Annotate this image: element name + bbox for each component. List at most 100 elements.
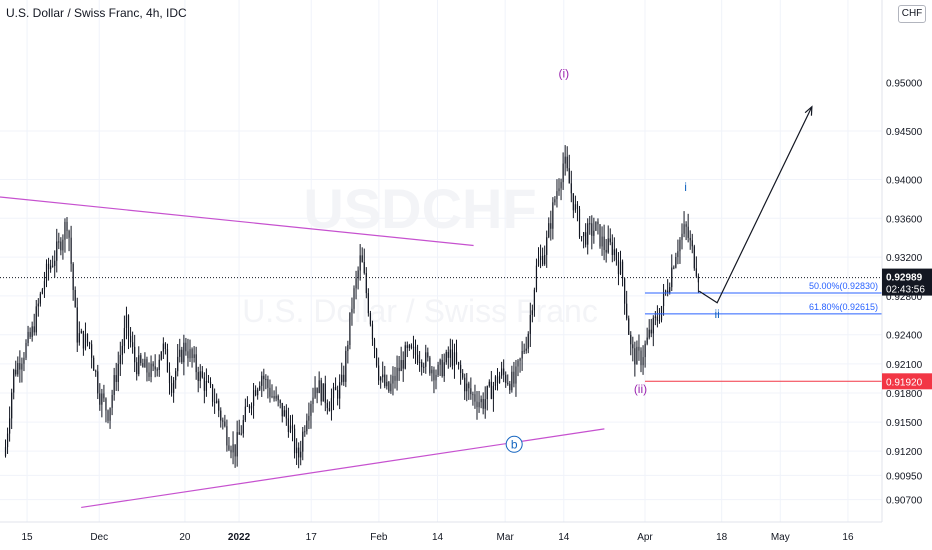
candle-body <box>35 306 37 333</box>
candle-body <box>318 380 320 394</box>
candle-body <box>76 307 78 343</box>
candle-body <box>402 360 404 369</box>
candle-body <box>281 402 283 417</box>
candle-body <box>480 398 482 403</box>
candle-body <box>630 334 632 345</box>
candle-body <box>496 376 499 384</box>
candle-body <box>115 375 117 382</box>
candle-body <box>585 232 587 245</box>
candle-body <box>527 333 529 349</box>
candle-body <box>56 241 58 261</box>
candle-body <box>306 420 308 432</box>
candle-body <box>211 384 214 402</box>
candle-body <box>345 350 347 382</box>
candle-body <box>197 372 199 382</box>
candle-body <box>451 349 454 366</box>
candle-body <box>687 226 689 238</box>
wave-label-circle <box>505 435 523 453</box>
candle-body <box>652 317 654 334</box>
candle-body <box>589 223 591 225</box>
candle-body <box>181 349 183 363</box>
y-tick-label: 0.92100 <box>886 360 923 371</box>
symbol-watermark: USDCHF U.S. Dollar / Swiss Franc <box>242 177 598 329</box>
candle-body <box>593 230 595 236</box>
candle-body <box>45 263 48 282</box>
candle-body <box>507 382 509 384</box>
wave-label: (ii) <box>634 382 647 396</box>
candle-body <box>562 163 564 183</box>
candle-body <box>332 386 335 399</box>
candle-body <box>384 374 386 387</box>
candle-body <box>544 254 546 265</box>
candle-body <box>191 349 193 358</box>
candle-body <box>576 204 579 209</box>
candle-body <box>250 405 253 409</box>
current-price-box <box>882 268 932 296</box>
candle-body <box>88 342 91 345</box>
candle-body <box>398 367 400 372</box>
currency-button[interactable]: CHF <box>898 5 926 23</box>
candle-body <box>25 343 27 358</box>
candle-body <box>621 261 624 279</box>
candle-body <box>326 402 328 409</box>
candle-body <box>9 418 11 434</box>
candle-body <box>334 386 337 391</box>
candle-body <box>308 415 310 421</box>
candle-body <box>183 342 185 363</box>
candle-body <box>140 355 142 364</box>
candle-body <box>179 349 181 357</box>
candle-body <box>673 267 675 269</box>
candle-body <box>531 310 533 315</box>
candle-body <box>552 202 554 229</box>
y-tick-label: 0.91500 <box>886 418 923 429</box>
candle-body <box>236 432 238 457</box>
x-tick-label: 16 <box>842 532 854 543</box>
y-tick-label: 0.92800 <box>886 292 923 303</box>
candle-body <box>52 265 54 267</box>
candle-body <box>216 400 218 403</box>
candle-body <box>591 223 593 236</box>
candle-body <box>125 315 128 329</box>
candle-body <box>595 221 597 231</box>
candle-body <box>566 156 568 169</box>
candle-body <box>252 390 255 406</box>
candle-body <box>310 404 312 416</box>
candle-body <box>464 377 466 392</box>
candle-body <box>86 333 89 343</box>
candle-body <box>607 238 609 253</box>
candle-body <box>162 343 164 352</box>
candle-body <box>455 352 458 363</box>
x-tick-label: 18 <box>716 532 728 543</box>
candle-body <box>609 238 611 243</box>
candle-body <box>437 364 439 375</box>
candle-body <box>263 375 265 380</box>
candle-body <box>431 369 433 374</box>
candle-body <box>201 371 203 378</box>
candle-body <box>691 240 693 247</box>
candle-body <box>556 191 558 200</box>
candle-body <box>505 374 507 383</box>
candle-body <box>482 398 484 409</box>
candle-body <box>39 293 41 304</box>
candle-body <box>150 363 152 377</box>
candle-body <box>675 257 677 268</box>
candle-body <box>460 364 462 374</box>
candle-body <box>453 352 456 366</box>
candle-body <box>658 320 661 322</box>
candle-body <box>472 394 474 396</box>
candle-body <box>693 246 695 269</box>
candle-body <box>117 363 119 382</box>
wave-label: b <box>511 437 518 451</box>
candle-body <box>492 385 495 399</box>
candle-body <box>240 433 242 435</box>
candle-body <box>291 425 294 429</box>
candle-body <box>503 368 505 375</box>
candle-body <box>328 408 331 412</box>
candle-body <box>322 383 324 402</box>
candle-body <box>232 444 234 453</box>
candle-body <box>525 348 527 351</box>
candle-body <box>646 337 648 344</box>
candle-body <box>355 278 357 289</box>
candle-body <box>148 372 150 377</box>
